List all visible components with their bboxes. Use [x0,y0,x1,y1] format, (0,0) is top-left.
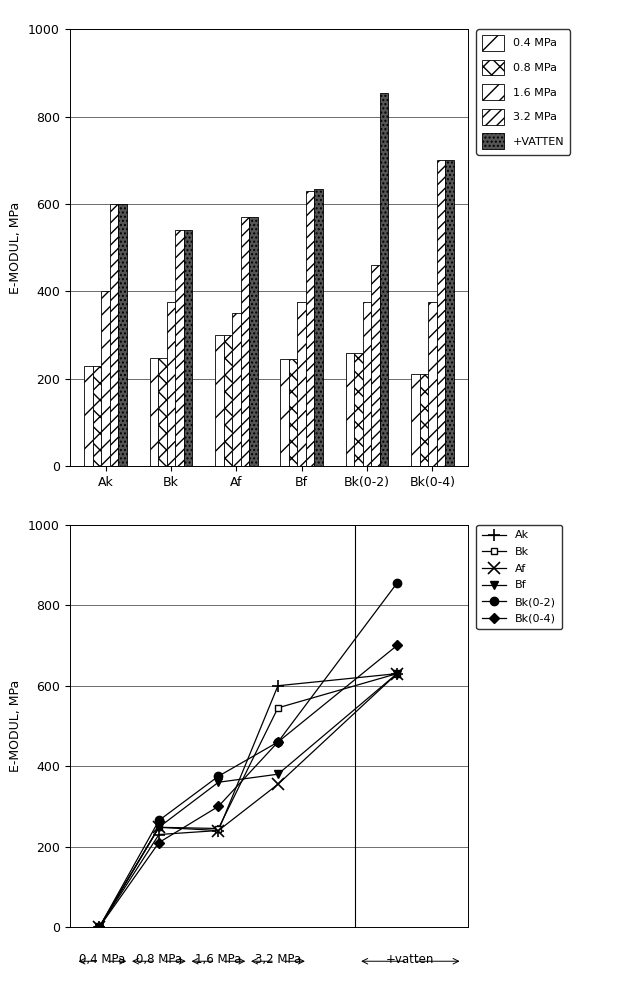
Bar [346,353,354,466]
Bk [155,821,163,833]
Line: Bk(0-2): Bk(0-2) [95,579,401,931]
Af [215,825,222,837]
Bk(0-2) [155,814,163,826]
Bar [306,191,315,466]
Bar [445,161,454,466]
Bk(0-4) [155,837,163,849]
Af [393,668,401,680]
Text: 1,6 MPa: 1,6 MPa [195,954,242,966]
Bar [101,291,110,466]
Bf [96,921,103,933]
Ak [393,668,401,680]
Ak [96,921,103,933]
Bar [372,265,380,466]
Bk [215,823,222,835]
Text: 0,8 MPa: 0,8 MPa [136,954,182,966]
Bar [223,336,232,466]
Bk [274,702,282,714]
Y-axis label: E-MODUL, MPa: E-MODUL, MPa [9,201,23,294]
Bar [93,366,101,466]
Bk(0-4) [96,921,103,933]
Line: Ak: Ak [94,668,403,933]
Bar [420,375,428,466]
Bar [315,188,323,466]
Af [274,778,282,790]
Y-axis label: E-MODUL, MPa: E-MODUL, MPa [9,680,23,772]
Bar [363,302,372,466]
Bar [184,231,192,466]
Line: Bf: Bf [95,669,401,931]
Bar [380,93,388,466]
Bar [215,336,223,466]
Bk(0-2) [215,770,222,782]
Bar [437,161,445,466]
Bf [215,776,222,788]
Bar [298,302,306,466]
Bk(0-2) [393,577,401,589]
Bar [175,231,184,466]
Bar [241,217,249,466]
Line: Bk(0-4): Bk(0-4) [96,642,401,931]
Bf [274,768,282,780]
Bar [158,358,166,466]
Bk [96,921,103,933]
Bar [150,358,158,466]
Bk(0-4) [215,800,222,812]
Bf [155,821,163,833]
Ak [215,825,222,837]
Line: Bk: Bk [96,670,401,931]
Bar [354,353,363,466]
Legend: 0.4 MPa, 0.8 MPa, 1.6 MPa, 3.2 MPa, +VATTEN: 0.4 MPa, 0.8 MPa, 1.6 MPa, 3.2 MPa, +VAT… [477,29,570,155]
Text: +vatten: +vatten [386,954,435,966]
Bar [84,366,93,466]
Bar [411,375,420,466]
Ak [155,829,163,841]
Af [155,821,163,833]
Bar [249,217,258,466]
Bar [280,359,289,466]
Bar [289,359,298,466]
Bk [393,668,401,680]
Bk(0-2) [274,736,282,748]
Text: 0,4 MPa: 0,4 MPa [79,954,125,966]
Bk(0-4) [274,736,282,748]
Af [96,921,103,933]
Bk(0-2) [96,921,103,933]
Legend: Ak, Bk, Af, Bf, Bk(0-2), Bk(0-4): Ak, Bk, Af, Bf, Bk(0-2), Bk(0-4) [477,525,562,629]
Bf [393,668,401,680]
Bar [232,313,241,466]
Bar [118,204,127,466]
Bar [428,302,437,466]
Bar [166,302,175,466]
Text: 3,2 MPa: 3,2 MPa [255,954,301,966]
Ak [274,680,282,692]
Bk(0-4) [393,640,401,651]
Line: Af: Af [94,668,403,933]
Bar [110,204,118,466]
